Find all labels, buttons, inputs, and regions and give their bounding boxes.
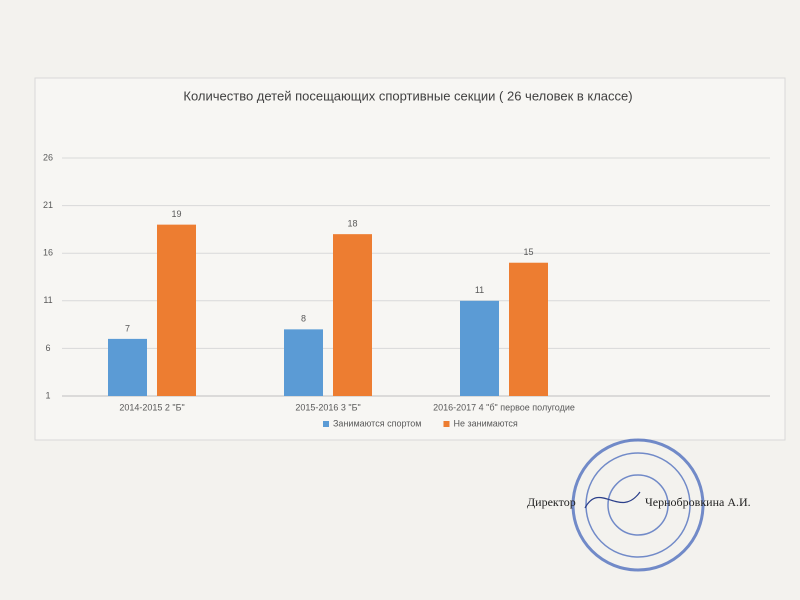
chart-frame <box>34 77 786 441</box>
y-tick-label: 16 <box>43 248 53 258</box>
legend-swatch <box>443 421 450 427</box>
x-tick-label: 2015-2016 3 "Б" <box>295 402 360 412</box>
y-tick-label: 26 <box>43 152 53 162</box>
legend-label: Занимаются спортом <box>333 418 421 428</box>
x-tick-label: 2016-2017 4 "б" первое полугодие <box>433 402 575 412</box>
data-label: 18 <box>347 219 357 229</box>
y-tick-label: 1 <box>45 390 50 400</box>
data-label: 11 <box>475 285 484 295</box>
bar <box>460 300 499 396</box>
bar <box>509 262 548 396</box>
data-label: 15 <box>523 247 533 257</box>
y-tick-label: 11 <box>43 295 52 305</box>
bar <box>333 234 372 396</box>
chart-title: Количество детей посещающих спортивные с… <box>183 88 632 103</box>
signature-role: Директор <box>527 495 576 509</box>
y-tick-label: 6 <box>45 343 50 353</box>
bar <box>108 338 147 396</box>
signature-stroke <box>584 491 641 509</box>
x-tick-label: 2014-2015 2 "Б" <box>119 402 184 412</box>
bar <box>284 329 323 396</box>
stamp <box>571 438 705 572</box>
data-label: 7 <box>125 323 130 333</box>
signature-name: Чернобровкина А.И. <box>645 495 751 509</box>
legend-swatch <box>323 421 329 427</box>
data-label: 8 <box>301 314 306 324</box>
bar <box>157 224 196 396</box>
data-label: 19 <box>171 209 181 219</box>
legend-label: Не занимаются <box>453 418 517 428</box>
y-tick-label: 21 <box>43 200 53 210</box>
